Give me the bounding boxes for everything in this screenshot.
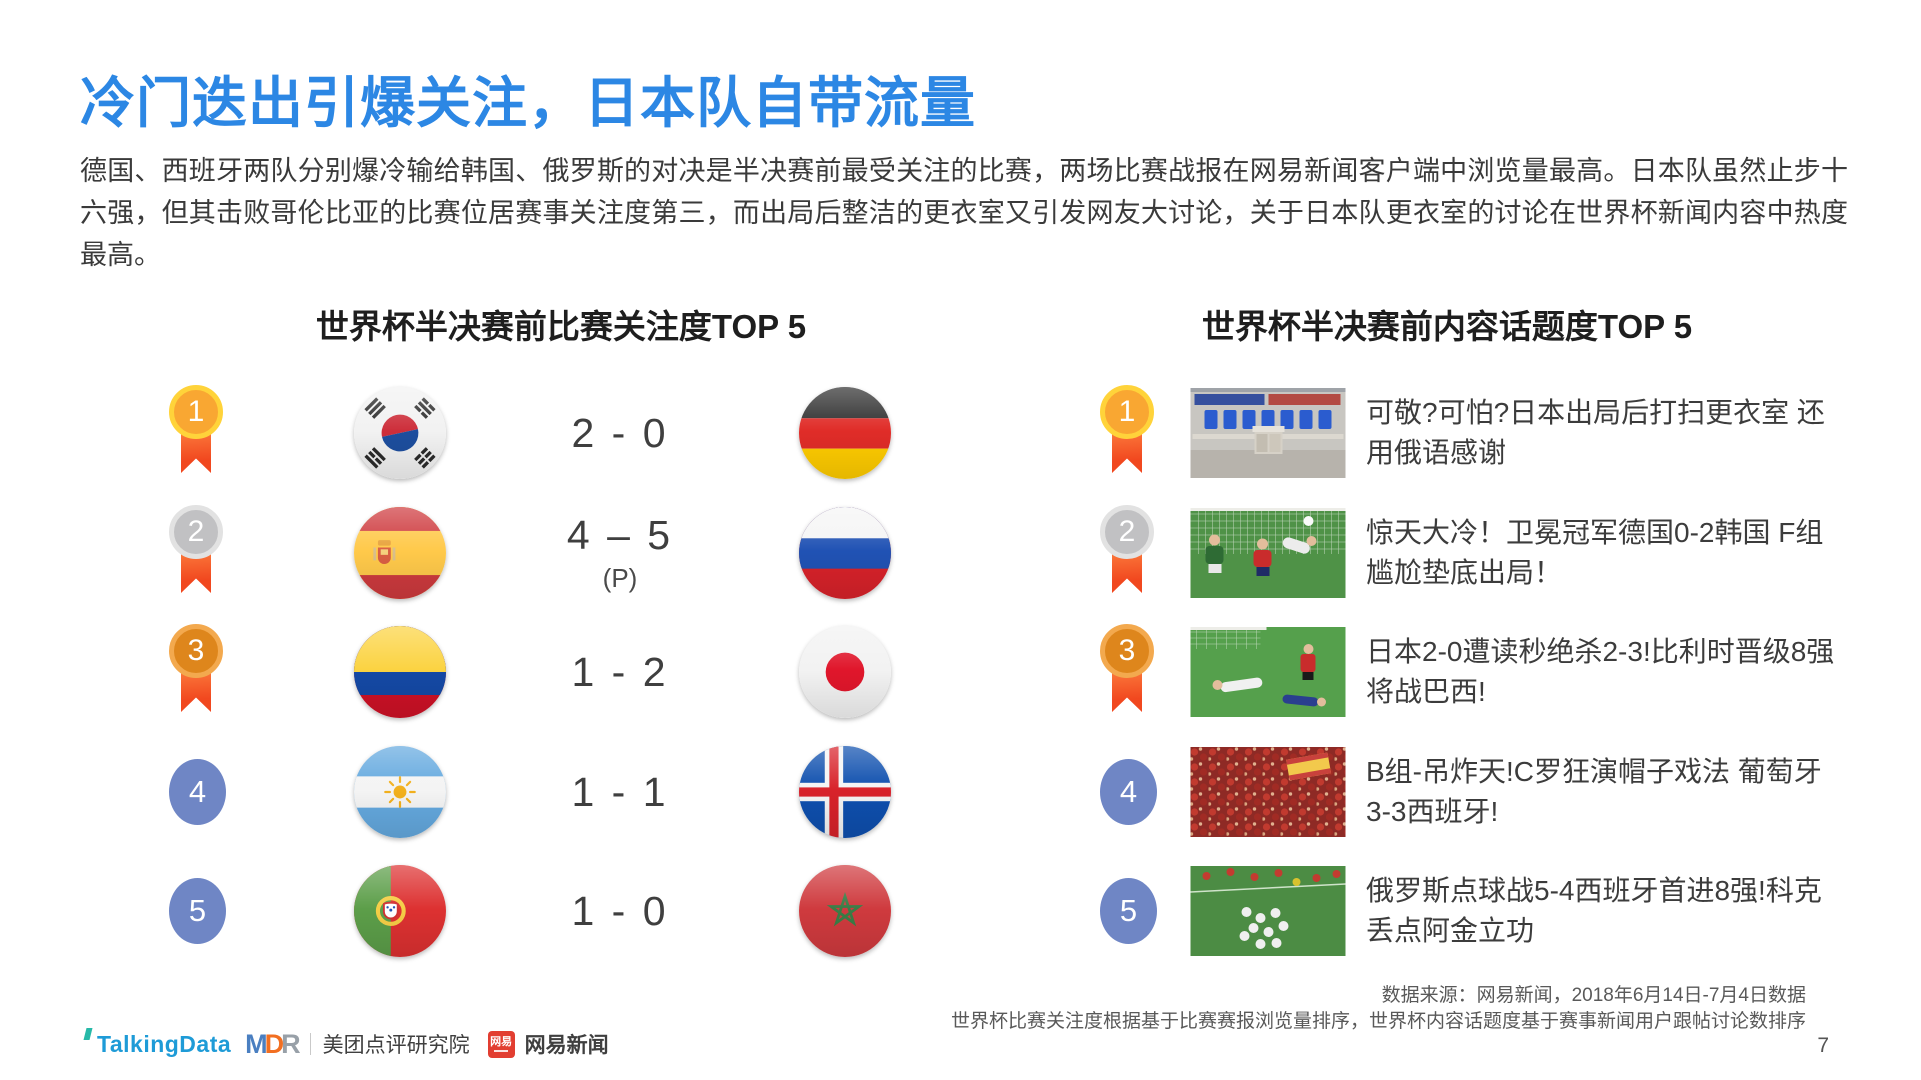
score-block: 1 - 2 <box>520 612 720 732</box>
silver-medal-icon: 2 <box>169 505 223 601</box>
footer-logos: TalkingData MDR 美团点评研究院 网易 网易新闻 <box>83 1028 609 1060</box>
match-score: 1 - 1 <box>571 768 669 815</box>
intro-paragraph: 德国、西班牙两队分别爆冷输给韩国、俄罗斯的对决是半决赛前最受关注的比赛，两场比赛… <box>80 156 1848 270</box>
rank-circle-icon: 5 <box>169 878 226 944</box>
match-row: 1 2 - 0 <box>80 373 1040 493</box>
match-row: 5 1 - 0 <box>80 851 1040 971</box>
penalty-note: (P) <box>602 563 638 593</box>
silver-medal-icon: 2 <box>1100 505 1154 601</box>
logo-divider <box>309 1033 311 1055</box>
russia-flag-icon <box>799 507 891 599</box>
netease-news-label: 网易新闻 <box>524 1034 609 1057</box>
rank-circle-icon: 5 <box>1100 878 1157 944</box>
russia-celebration-photo <box>1190 866 1346 956</box>
match-row: 3 1 - 2 <box>80 612 1040 732</box>
news-item: 5 俄罗斯点球战5-4西班牙首进8强!科克丢点阿金立功 <box>1080 851 1860 971</box>
japan-flag-icon <box>799 626 891 718</box>
match-score: 4 – 5 <box>566 512 674 558</box>
rank-number: 3 <box>169 624 223 678</box>
score-block: 1 - 0 <box>520 851 720 971</box>
bronze-medal-icon: 3 <box>169 624 223 720</box>
netease-badge-underline <box>494 1049 509 1052</box>
germany-flag-icon <box>799 387 891 479</box>
south-korea-flag-icon <box>354 387 446 479</box>
talkingdata-mark-icon <box>83 1028 93 1040</box>
bronze-medal-icon: 3 <box>1100 624 1154 720</box>
news-headline: 可敬?可怕?日本出局后打扫更衣室 还用俄语感谢 <box>1366 397 1825 468</box>
rank-number: 3 <box>1100 624 1154 678</box>
topic-heat-panel-title: 世界杯半决赛前内容话题度TOP 5 <box>1201 308 1693 345</box>
match-attention-panel-title: 世界杯半决赛前比赛关注度TOP 5 <box>315 308 807 345</box>
netease-badge-icon: 网易 <box>487 1030 515 1058</box>
news-item: 3 日本2-0遭读秒绝杀2-3!比利时晋级8强将战巴西! <box>1080 612 1860 732</box>
source-note-line2: 世界杯比赛关注度根据基于比赛赛报浏览量排序，世界杯内容话题度基于赛事新闻用户跟帖… <box>950 1011 1806 1032</box>
mdr-letter-m: M <box>245 1028 267 1059</box>
source-note-line1: 数据来源：网易新闻，2018年6月14日-7月4日数据 <box>1381 985 1806 1006</box>
news-item: 1 可敬?可怕?日本出局后打扫更衣室 还用俄语感谢 <box>1080 373 1860 493</box>
match-score: 1 - 0 <box>571 887 669 934</box>
news-headline: 俄罗斯点球战5-4西班牙首进8强!科克丢点阿金立功 <box>1366 875 1822 946</box>
colombia-flag-icon <box>354 626 446 718</box>
mdr-letter-r: R <box>281 1028 300 1059</box>
data-source-notes: 数据来源：网易新闻，2018年6月14日-7月4日数据 世界杯比赛关注度根据基于… <box>506 983 1806 1035</box>
rank-number: 1 <box>1100 385 1154 439</box>
netease-badge-text: 网易 <box>490 1035 513 1048</box>
talkingdata-logo: TalkingData <box>97 1030 232 1057</box>
mdr-letter-d: D <box>264 1028 284 1059</box>
news-item: 2 惊天大冷！卫冕冠军德国0-2韩国 F组尴尬垫底出局！ <box>1080 493 1860 613</box>
japan-belgium-match-photo <box>1190 627 1346 717</box>
page-title: 冷门迭出引爆关注，日本队自带流量 <box>80 72 977 134</box>
rank-circle-icon: 4 <box>1100 759 1157 825</box>
score-block: 1 - 1 <box>520 732 720 852</box>
rank-number: 1 <box>169 385 223 439</box>
page-number: 7 <box>1817 1034 1829 1057</box>
score-block: 4 – 5 (P) <box>520 493 720 613</box>
news-headline: 日本2-0遭读秒绝杀2-3!比利时晋级8强将战巴西! <box>1366 636 1835 707</box>
news-headline: 惊天大冷！卫冕冠军德国0-2韩国 F组尴尬垫底出局！ <box>1366 517 1824 588</box>
portugal-spain-fans-photo <box>1190 747 1346 837</box>
rank-number: 2 <box>169 505 223 559</box>
news-headline: B组-吊炸天!C罗狂演帽子戏法 葡萄牙3-3西班牙! <box>1366 756 1822 827</box>
score-block: 2 - 0 <box>520 373 720 493</box>
iceland-flag-icon <box>799 746 891 838</box>
morocco-flag-icon <box>799 865 891 957</box>
gold-medal-icon: 1 <box>169 385 223 481</box>
gold-medal-icon: 1 <box>1100 385 1154 481</box>
news-item: 4 B组-吊炸天!C罗狂演帽子戏法 葡萄牙3-3西班牙! <box>1080 732 1860 852</box>
germany-korea-goal-photo <box>1190 508 1346 598</box>
match-score: 1 - 2 <box>571 648 669 695</box>
portugal-flag-icon <box>354 865 446 957</box>
rank-circle-icon: 4 <box>169 759 226 825</box>
match-row: 2 4 – 5 (P) <box>80 493 1040 613</box>
match-row: 4 1 - 1 <box>80 732 1040 852</box>
locker-room-photo <box>1190 388 1346 478</box>
spain-flag-icon <box>354 507 446 599</box>
rank-number: 2 <box>1100 505 1154 559</box>
argentina-flag-icon <box>354 746 446 838</box>
meituan-dianping-institute-label: 美团点评研究院 <box>322 1034 470 1057</box>
match-score: 2 - 0 <box>571 409 669 456</box>
mdr-logo: MDR <box>245 1028 300 1060</box>
